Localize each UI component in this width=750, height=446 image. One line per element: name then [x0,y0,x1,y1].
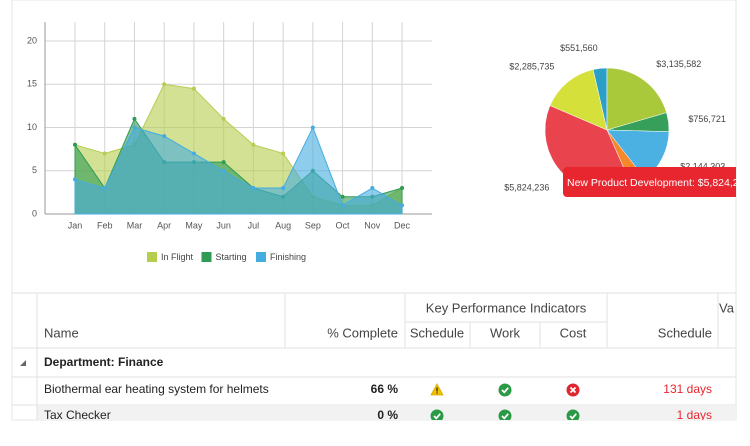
y-tick-label: 15 [27,79,37,89]
group-header: Key Performance Indicators [426,300,587,315]
point [281,186,286,191]
x-tick-label: Oct [336,220,351,230]
y-tick-label: 5 [32,165,37,175]
pie-label: $2,285,735 [509,61,554,71]
panel-content: 0 5 10 15 20 Jan Feb Mar Apr May Jun Jul Aug Sep Oct No… [12,22,750,422]
point [221,116,226,121]
legend-label: Starting [216,252,247,262]
point [370,186,375,191]
pie-slice [606,67,667,131]
table [12,292,736,420]
group-header: Va [719,300,735,315]
cell-name: Biothermal ear heating system for helmet… [44,382,269,396]
point [73,142,77,147]
column-header: Schedule [410,325,464,340]
point [310,125,315,130]
group-row: Department: Finance [44,355,164,369]
x-tick-label: Aug [275,220,291,230]
pie-label: $2,144,303 [680,161,725,171]
pie-label: $3,135,582 [656,59,701,69]
point [191,86,196,91]
point [251,186,256,191]
pie-label: $5,824,236 [504,183,549,193]
cell-name: Tax Checker [44,408,111,422]
ok-icon [566,409,580,420]
pie-label: $756,721 [688,114,726,124]
pie-slice [549,69,608,131]
ok-icon [430,409,444,420]
legend-label: Finishing [270,252,306,262]
point [400,203,405,208]
legend-swatch [201,252,212,262]
column-header: % Complete [327,325,398,340]
legend-swatch [147,252,157,262]
x-tick-label: Jan [68,220,83,230]
point [340,203,345,208]
y-tick-label: 0 [32,208,37,218]
column-header: Name [44,325,79,340]
cell-complete: 0 % [377,408,398,422]
point [221,168,226,173]
x-tick-label: Sep [305,220,321,230]
column-header: Work [490,325,521,340]
point [191,151,196,156]
point [162,134,167,139]
ok-icon [498,409,512,420]
point [221,160,226,165]
point [400,186,405,191]
y-tick-label: 10 [27,122,37,132]
point [162,82,167,87]
cell-complete: 66 % [371,382,399,396]
x-tick-label: Feb [97,220,113,230]
cell-variance: 131 days [663,382,712,396]
point [340,194,345,199]
point [132,116,137,121]
point [251,142,256,147]
x-tick-label: Dec [394,220,411,230]
y-tick-label: 20 [27,35,37,45]
cell-variance: 1 days [677,408,712,422]
x-tick-label: Mar [127,220,143,230]
x-tick-label: Nov [364,220,381,230]
column-header: Cost [560,325,587,340]
x-tick-label: Jul [248,220,260,230]
legend-swatch [256,252,266,262]
x-tick-label: May [185,220,203,230]
pie-label: $551,560 [560,43,598,53]
x-tick-label: Jun [216,220,231,230]
error-icon [566,383,580,397]
column-header: Schedule [658,325,712,340]
collapse-icon[interactable] [20,360,26,366]
point [73,177,77,182]
point [102,151,107,156]
point [132,125,137,130]
x-tick-label: Apr [157,220,171,230]
point [281,151,286,156]
warning-icon [430,383,444,396]
ok-icon [498,383,512,397]
point [102,186,107,191]
legend-label: In Flight [161,252,194,262]
tooltip [563,167,736,197]
tooltip-text: New Product Development: $5,824,236 [567,177,750,189]
